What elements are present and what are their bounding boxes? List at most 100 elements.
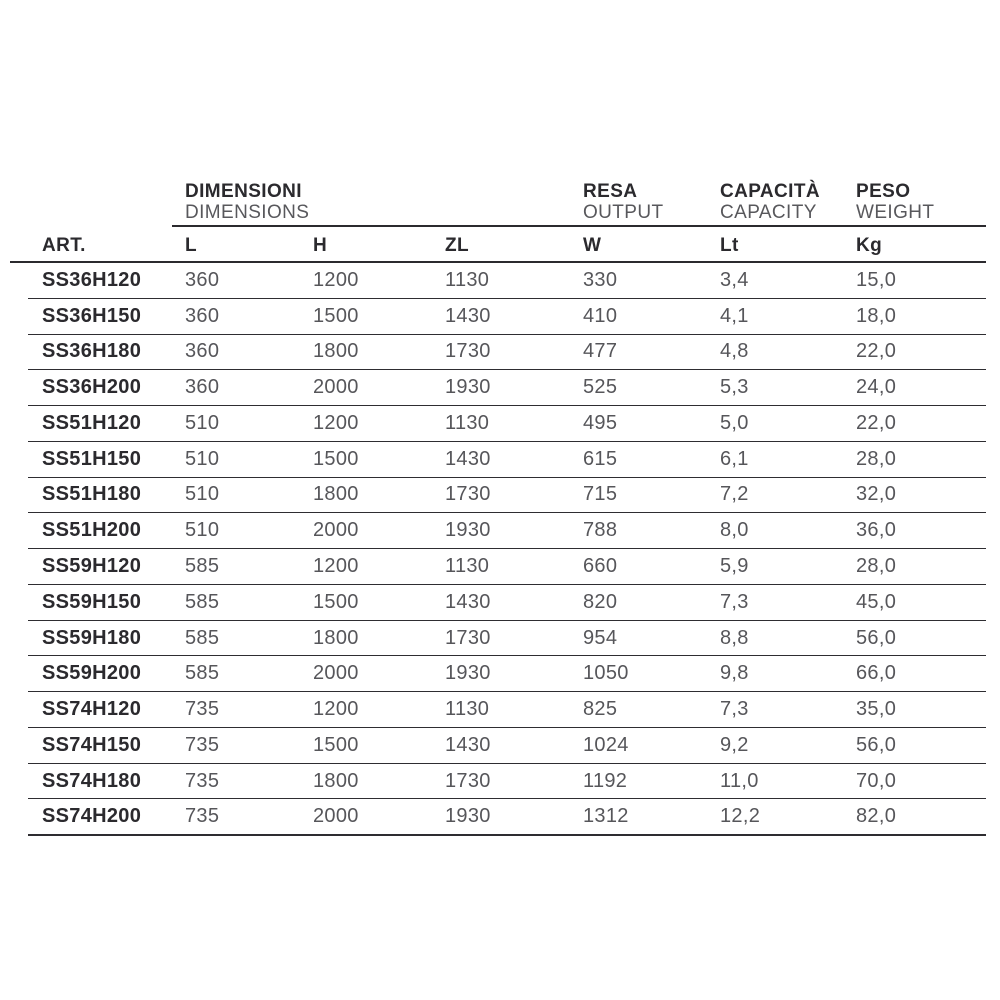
value-cell: 18,0 (856, 304, 897, 327)
value-cell: 1930 (445, 519, 491, 542)
value-cell: 1050 (583, 662, 629, 685)
group-capacity-it: CAPACITÀ (720, 181, 820, 202)
value-cell: 5,0 (720, 411, 749, 434)
value-cell: 24,0 (856, 376, 897, 399)
value-cell: 735 (185, 805, 220, 828)
value-cell: 788 (583, 519, 618, 542)
group-capacity: CAPACITÀ CAPACITY (720, 181, 856, 223)
value-cell: 2000 (313, 519, 359, 542)
value-cell: 715 (583, 483, 618, 506)
value-cell: 5,9 (720, 555, 749, 577)
value-cell: 1730 (445, 626, 491, 649)
value-cell: 22,0 (856, 411, 897, 434)
value-cell: 735 (185, 733, 220, 756)
group-dimensions-en: DIMENSIONS (185, 202, 310, 223)
table-row: SS51H120 510 1200 1130 495 5,0 22,0 (28, 406, 986, 442)
value-cell: 1192 (583, 769, 628, 792)
value-cell: 1930 (445, 805, 491, 828)
value-cell: 32,0 (856, 483, 897, 506)
value-cell: 5,3 (720, 376, 749, 399)
value-cell: 1930 (445, 662, 491, 685)
article-code-cell: SS59H120 (42, 555, 142, 577)
value-cell: 410 (583, 304, 618, 327)
column-header-h: H (313, 235, 328, 256)
value-cell: 360 (185, 304, 220, 327)
value-cell: 28,0 (856, 447, 897, 470)
value-cell: 4,1 (720, 304, 749, 327)
value-cell: 7,3 (720, 590, 749, 613)
value-cell: 1200 (313, 555, 359, 577)
value-cell: 825 (583, 698, 618, 721)
table-row: SS51H180 510 1800 1730 715 7,2 32,0 (28, 478, 986, 514)
value-cell: 7,3 (720, 698, 749, 721)
value-cell: 585 (185, 555, 220, 577)
value-cell: 1730 (445, 483, 491, 506)
table-row: SS51H150 510 1500 1430 615 6,1 28,0 (28, 442, 986, 478)
group-weight: PESO WEIGHT (856, 181, 986, 223)
table-row: SS59H200 585 2000 1930 1050 9,8 66,0 (28, 656, 986, 693)
value-cell: 1430 (445, 733, 491, 756)
table-row: SS74H150 735 1500 1430 1024 9,2 56,0 (28, 728, 986, 764)
value-cell: 3,4 (720, 268, 749, 291)
value-cell: 2000 (313, 662, 359, 685)
group-capacity-en: CAPACITY (720, 202, 817, 223)
value-cell: 35,0 (856, 698, 897, 721)
group-output-it: RESA (583, 181, 638, 202)
value-cell: 954 (583, 626, 618, 649)
value-cell: 36,0 (856, 519, 897, 542)
value-cell: 510 (185, 447, 220, 470)
value-cell: 510 (185, 483, 220, 506)
value-cell: 1130 (445, 411, 490, 434)
value-cell: 8,0 (720, 519, 749, 542)
value-cell: 1500 (313, 304, 359, 327)
article-code-cell: SS59H180 (42, 626, 142, 649)
value-cell: 2000 (313, 376, 359, 399)
value-cell: 56,0 (856, 733, 897, 756)
column-header-art: ART. (42, 235, 86, 256)
value-cell: 1024 (583, 733, 629, 756)
article-code-cell: SS74H120 (42, 698, 142, 721)
value-cell: 525 (583, 376, 618, 399)
value-cell: 330 (583, 268, 618, 291)
value-cell: 495 (583, 411, 618, 434)
value-cell: 8,8 (720, 626, 749, 649)
value-cell: 1200 (313, 268, 359, 291)
column-header-zl: ZL (445, 235, 470, 256)
group-output: RESA OUTPUT (583, 181, 720, 223)
value-cell: 735 (185, 698, 220, 721)
value-cell: 66,0 (856, 662, 897, 685)
group-weight-en: WEIGHT (856, 202, 935, 223)
value-cell: 9,8 (720, 662, 749, 685)
value-cell: 360 (185, 268, 220, 291)
value-cell: 12,2 (720, 805, 761, 828)
table-row: SS36H200 360 2000 1930 525 5,3 24,0 (28, 370, 986, 407)
value-cell: 1800 (313, 769, 359, 792)
article-code-cell: SS36H200 (42, 376, 142, 399)
article-code-cell: SS59H150 (42, 590, 142, 613)
header-bottom-rule (10, 261, 986, 263)
article-code-cell: SS51H200 (42, 519, 142, 542)
article-code-cell: SS51H150 (42, 447, 142, 470)
value-cell: 510 (185, 519, 220, 542)
column-header-kg: Kg (856, 235, 883, 256)
group-dimensions-it: DIMENSIONI (185, 181, 302, 202)
article-code-cell: SS74H180 (42, 769, 142, 792)
value-cell: 660 (583, 555, 618, 577)
value-cell: 585 (185, 626, 220, 649)
article-code-cell: SS74H150 (42, 733, 142, 756)
table-row: SS36H150 360 1500 1430 410 4,1 18,0 (28, 299, 986, 335)
article-code-cell: SS59H200 (42, 662, 142, 685)
value-cell: 28,0 (856, 555, 897, 577)
group-weight-it: PESO (856, 181, 911, 202)
group-header-rule (172, 225, 986, 227)
value-cell: 1500 (313, 447, 359, 470)
value-cell: 1800 (313, 340, 359, 363)
value-cell: 360 (185, 376, 220, 399)
value-cell: 4,8 (720, 340, 749, 363)
table-row: SS36H120 360 1200 1130 330 3,4 15,0 (28, 263, 986, 299)
value-cell: 70,0 (856, 769, 897, 792)
table-row: SS59H180 585 1800 1730 954 8,8 56,0 (28, 621, 986, 657)
value-cell: 1200 (313, 698, 359, 721)
value-cell: 15,0 (856, 268, 897, 291)
value-cell: 1430 (445, 304, 491, 327)
